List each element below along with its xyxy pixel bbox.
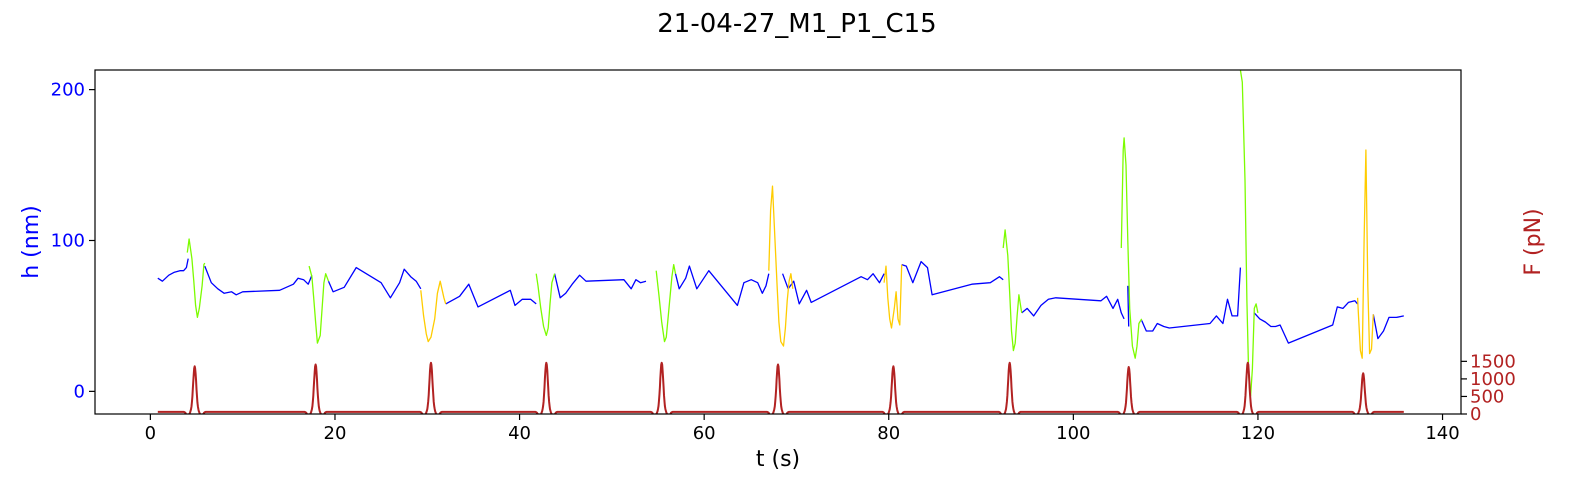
series-0-segment-6 <box>781 273 885 305</box>
plot-lines <box>157 70 1405 414</box>
series-0-segment-0 <box>157 258 189 282</box>
series-0-segment-8 <box>1021 295 1125 320</box>
series-2-segment-0 <box>420 280 447 343</box>
x-tick-label: 20 <box>324 423 347 444</box>
right-tick-label: 1000 <box>1470 369 1516 390</box>
series-2-segment-1 <box>768 185 794 347</box>
right-tick-label: 0 <box>1470 404 1481 425</box>
right-tick-label: 1500 <box>1470 351 1516 372</box>
plot-frame <box>94 69 1462 415</box>
x-tick-label: 60 <box>693 423 716 444</box>
series-1-segment-2 <box>535 273 556 337</box>
series-0-segment-10 <box>1141 267 1242 332</box>
x-tick-label: 100 <box>1056 423 1090 444</box>
series-0-segment-9 <box>1127 285 1130 327</box>
series-0-segment-4 <box>553 273 647 299</box>
series-0-segment-5 <box>674 265 770 307</box>
series-1-segment-4 <box>1002 229 1023 352</box>
left-axis-label: h (nm) <box>19 205 44 278</box>
x-tick-label: 0 <box>145 423 156 444</box>
series-2-segment-3 <box>1356 149 1374 359</box>
series-0-segment-2 <box>327 266 422 299</box>
series-0-segment-12 <box>1372 314 1404 340</box>
right-tick-label: 500 <box>1470 386 1504 407</box>
series-1-segment-1 <box>308 265 330 344</box>
series-0-segment-1 <box>204 265 313 296</box>
series-0-segment-3 <box>445 283 537 308</box>
left-axis-ticks: 0 100 200 <box>51 80 95 402</box>
x-tick-label: 40 <box>508 423 531 444</box>
series-1-segment-5 <box>1120 137 1143 359</box>
force-series-line <box>157 361 1405 414</box>
series-1-segment-3 <box>655 263 677 343</box>
x-tick-label: 120 <box>1241 423 1275 444</box>
chart-title: 21-04-27_M1_P1_C15 <box>657 9 936 39</box>
right-axis-label: F (pN) <box>1521 208 1546 275</box>
series-1-segment-0 <box>186 238 206 319</box>
left-tick-label: 100 <box>51 230 85 251</box>
left-tick-label: 0 <box>74 381 85 402</box>
x-tick-label: 140 <box>1425 423 1459 444</box>
x-axis-label: t (s) <box>756 447 800 472</box>
series-1-segment-6 <box>1239 70 1259 397</box>
x-tick-label: 80 <box>877 423 900 444</box>
series-2-segment-2 <box>883 264 903 329</box>
series-0-segment-11 <box>1253 300 1359 344</box>
x-axis-ticks: 0 20 40 60 80 100 120 140 <box>145 414 1460 444</box>
series-0-segment-7 <box>901 260 1004 296</box>
left-tick-label: 200 <box>51 80 85 101</box>
